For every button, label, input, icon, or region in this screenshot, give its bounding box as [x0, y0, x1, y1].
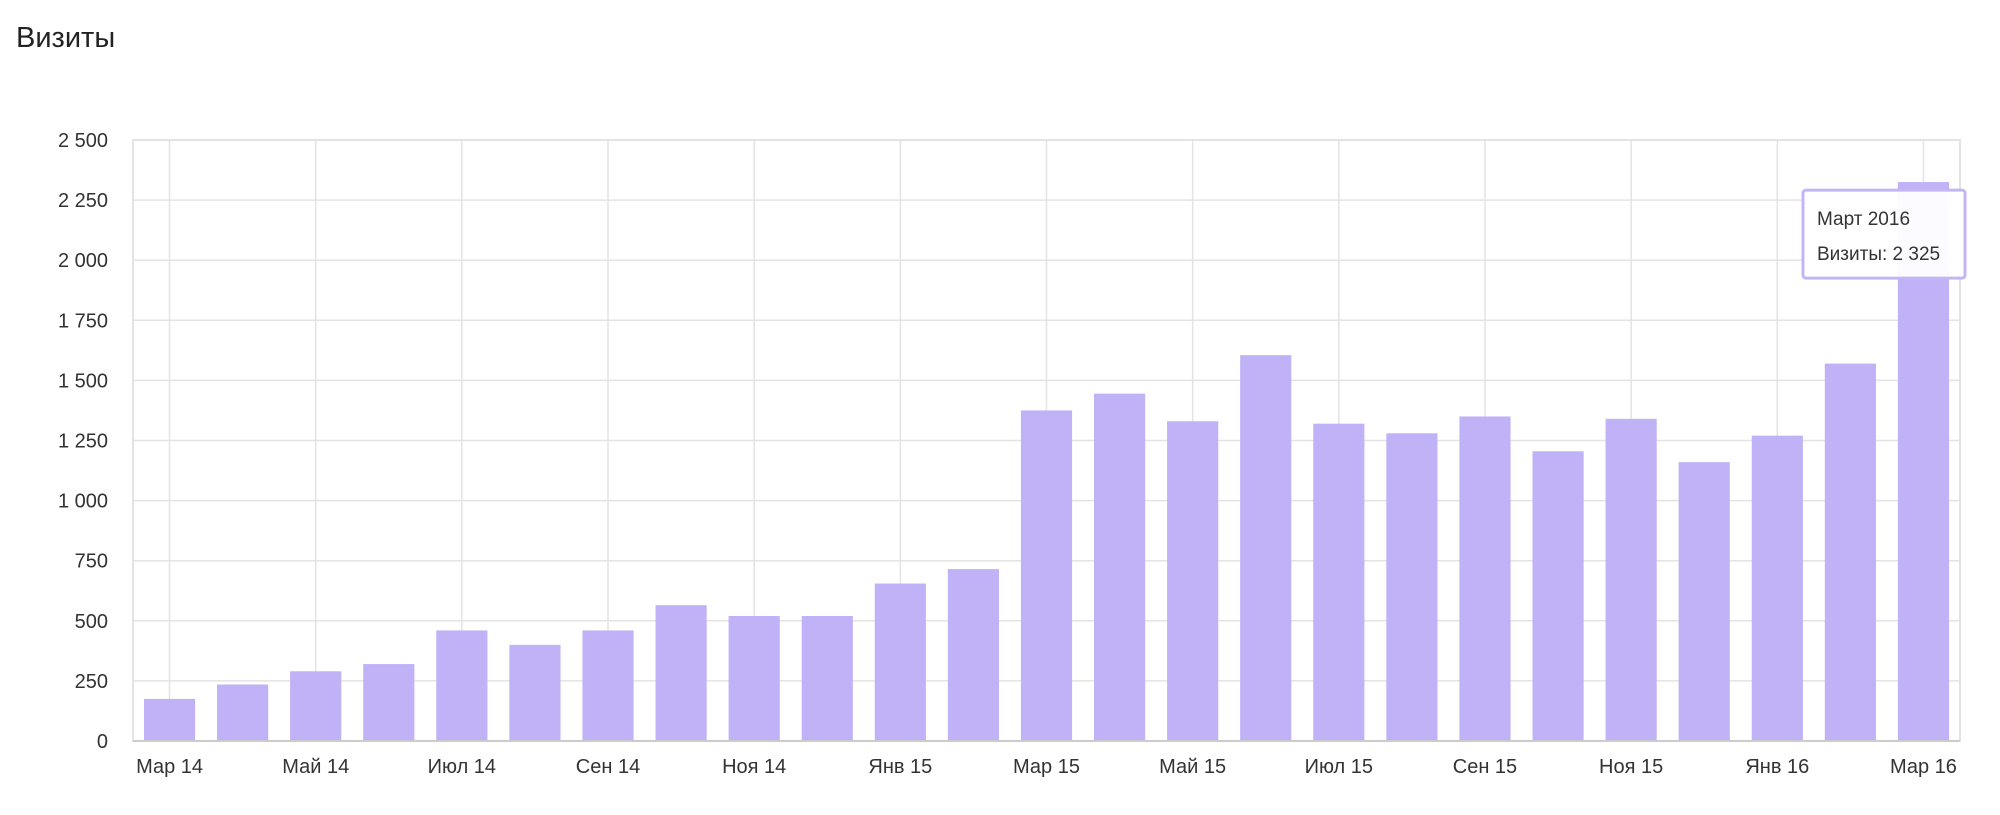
bar-Окт-15[interactable]: [1532, 451, 1584, 741]
tooltip-value: Визиты: 2 325: [1817, 244, 1940, 265]
bar-Ноя-14[interactable]: [728, 615, 780, 741]
x-tick-label: Ноя 15: [1599, 756, 1663, 778]
y-tick-label: 500: [75, 611, 108, 633]
bar-Авг-14[interactable]: [509, 644, 561, 741]
bar-Авг-15[interactable]: [1386, 433, 1438, 741]
y-tick-label: 1 000: [58, 491, 108, 513]
x-tick-label: Май 15: [1159, 756, 1226, 778]
bar-Окт-14[interactable]: [655, 605, 707, 741]
bar-Мар-15[interactable]: [1020, 410, 1073, 741]
bar-Янв-16[interactable]: [1751, 435, 1803, 741]
x-tick-label: Мар 14: [136, 756, 203, 778]
y-tick-label: 2 500: [58, 130, 108, 152]
y-tick-label: 1 500: [58, 370, 108, 392]
bar-Дек-14[interactable]: [801, 615, 853, 741]
y-tick-label: 2 000: [58, 250, 108, 272]
bar-Май-14[interactable]: [290, 671, 342, 741]
bar-Дек-15[interactable]: [1678, 462, 1730, 741]
x-tick-label: Янв 15: [868, 756, 932, 778]
bar-Сен-14[interactable]: [582, 630, 634, 741]
bar-Фев-16[interactable]: [1824, 363, 1876, 741]
x-tick-label: Мар 16: [1890, 756, 1957, 778]
y-tick-label: 250: [75, 671, 108, 693]
bar-Апр-14[interactable]: [217, 684, 269, 741]
bars-layer: [143, 182, 1950, 741]
tooltip-title: Март 2016: [1817, 209, 1910, 230]
bar-Июн-15[interactable]: [1240, 355, 1292, 741]
chart-title: Визиты: [16, 22, 116, 54]
bar-Май-15[interactable]: [1167, 421, 1219, 741]
x-tick-label: Июл 15: [1305, 756, 1373, 778]
bar-Янв-15[interactable]: [874, 583, 926, 741]
x-tick-label: Сен 14: [576, 756, 640, 778]
x-tick-label: Сен 15: [1453, 756, 1517, 778]
x-tick-label: Май 14: [282, 756, 349, 778]
bar-Апр-15[interactable]: [1094, 393, 1146, 741]
bar-Июл-15[interactable]: [1313, 423, 1365, 741]
x-tick-label: Июл 14: [428, 756, 496, 778]
x-tick-label: Мар 15: [1013, 756, 1080, 778]
y-tick-label: 2 250: [58, 190, 108, 212]
x-tick-label: Ноя 14: [722, 756, 786, 778]
y-tick-label: 750: [75, 551, 108, 573]
tooltip: Март 2016 Визиты: 2 325: [1801, 188, 1967, 280]
bar-Ноя-15[interactable]: [1605, 418, 1657, 741]
bar-Мар-14[interactable]: [143, 698, 196, 741]
labels-layer: 0 250 500 750 1 000 1 250 1 500 1 750 2 000 2 250…: [58, 130, 1957, 778]
x-tick-label: Янв 16: [1745, 756, 1809, 778]
y-tick-label: 1 250: [58, 431, 108, 453]
axis-layer: [132, 139, 1961, 742]
y-tick-label: 0: [97, 731, 108, 753]
bar-Июн-14[interactable]: [363, 664, 415, 741]
bar-Июл-14[interactable]: [436, 630, 488, 741]
bar-Фев-15[interactable]: [947, 569, 999, 741]
y-tick-label: 1 750: [58, 310, 108, 332]
bar-Сен-15[interactable]: [1459, 416, 1511, 741]
tooltip-box: [1801, 188, 1967, 280]
